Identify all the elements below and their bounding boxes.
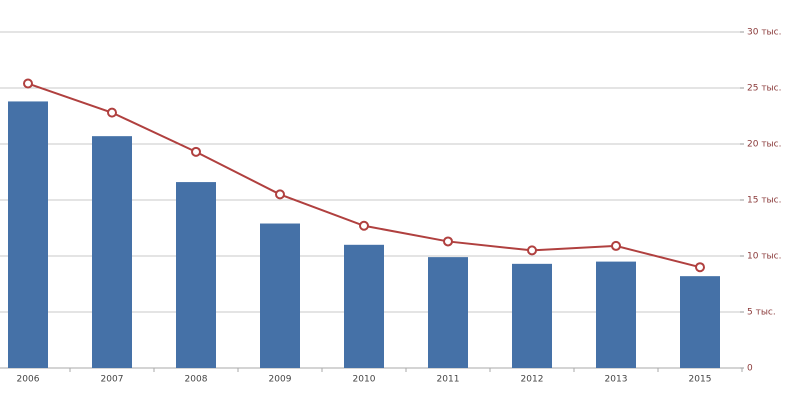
line-point	[443, 236, 453, 247]
bar	[512, 263, 552, 368]
x-tick-label: 2012	[521, 375, 544, 385]
y-tick-label: 15 тыс.	[747, 196, 781, 206]
bar	[344, 244, 384, 368]
line-point	[23, 78, 33, 89]
line-point	[527, 245, 537, 256]
x-tick-label: 2010	[353, 375, 376, 385]
x-tick-label: 2011	[437, 375, 460, 385]
y-tick-label: 0	[747, 364, 753, 374]
y-tick-label: 25 тыс.	[747, 84, 781, 94]
bar	[596, 261, 636, 368]
x-tick-label: 2007	[101, 375, 124, 385]
bar	[92, 136, 132, 368]
bar	[8, 101, 48, 368]
bar	[680, 276, 720, 368]
x-tick-label: 2009	[269, 375, 292, 385]
line-point	[275, 189, 285, 200]
bar	[176, 182, 216, 368]
x-tick-label: 2006	[17, 375, 40, 385]
y-tick-label: 20 тыс.	[747, 140, 781, 150]
line-point	[191, 146, 201, 157]
y-tick-label: 10 тыс.	[747, 252, 781, 262]
y-axis: 0 5 тыс. 10 тыс. 15 тыс. 20 тыс. 25 тыс. 30 ты…	[747, 28, 781, 374]
y-tick-label: 30 тыс.	[747, 28, 781, 38]
line-point	[695, 262, 705, 273]
y-tick-label: 5 тыс.	[747, 308, 776, 318]
line-point	[359, 220, 369, 231]
bar	[428, 257, 468, 368]
x-tick-label: 2015	[689, 375, 712, 385]
x-tick-label: 2013	[605, 375, 628, 385]
bar	[260, 223, 300, 368]
line-point	[611, 240, 621, 251]
x-tick-label: 2008	[185, 375, 208, 385]
line-point	[107, 107, 117, 118]
